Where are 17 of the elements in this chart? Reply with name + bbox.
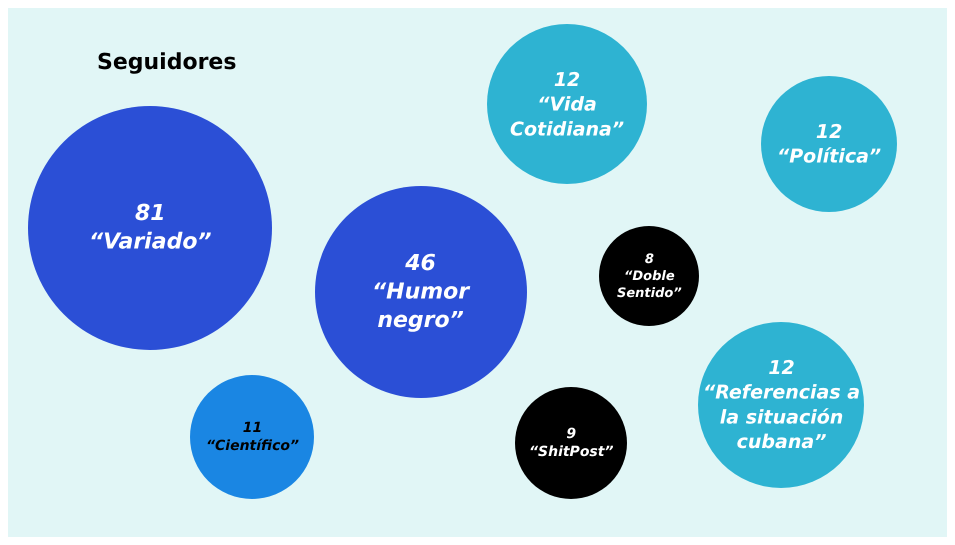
category-label: “Vida Cotidiana” — [510, 94, 624, 140]
data-label: 46 — [404, 251, 436, 276]
category-label: “Política” — [777, 146, 882, 168]
category-label: “Humor negro” — [372, 280, 470, 334]
text: Seguidores — [97, 50, 236, 75]
data-label: 12 — [554, 69, 580, 91]
data-label: 81 — [134, 201, 166, 226]
data-label: 12 — [768, 357, 795, 379]
category-label: “Variado” — [89, 230, 212, 255]
data-label: 9 — [566, 426, 576, 442]
data-label: 8 — [644, 252, 654, 267]
category-label: “Doble Sentido” — [617, 268, 682, 301]
category-label: “Referencias a la situación cubana” — [703, 382, 860, 454]
category-label: “ShitPost” — [529, 444, 614, 460]
data-label: 12 — [816, 121, 842, 143]
category-label: “Científico” — [206, 438, 299, 454]
data-label: 11 — [242, 420, 262, 436]
